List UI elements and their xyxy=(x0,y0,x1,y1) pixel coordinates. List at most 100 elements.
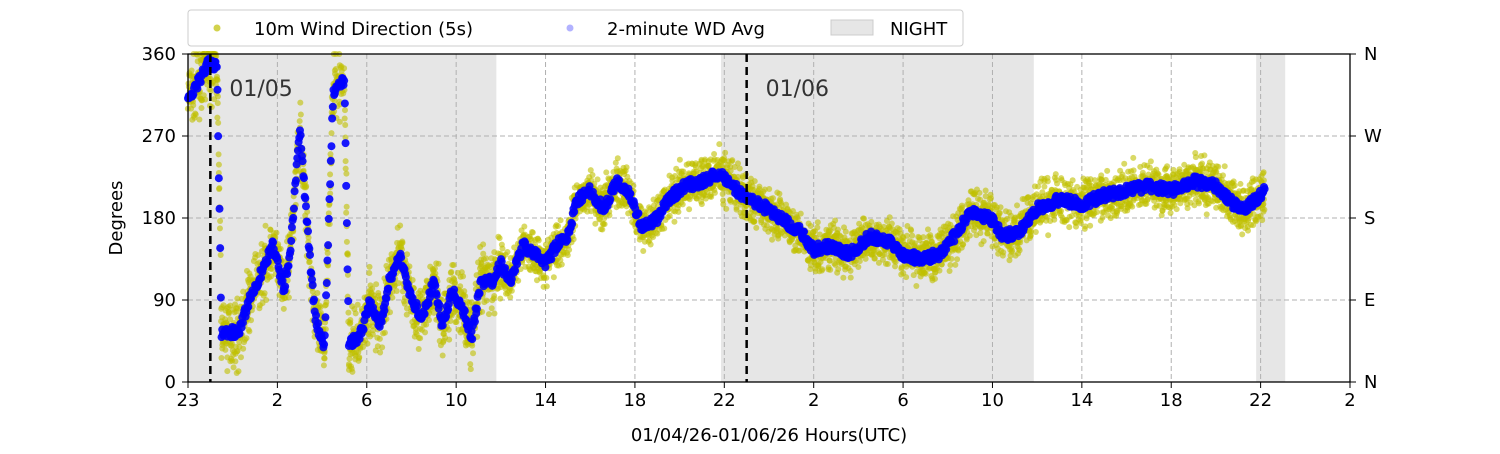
wind-direction-point xyxy=(770,195,776,201)
wind-direction-point xyxy=(1261,177,1267,183)
wind-direction-point xyxy=(1121,161,1127,167)
wind-direction-point xyxy=(887,214,893,220)
wind-direction-point xyxy=(558,217,564,223)
wind-direction-point xyxy=(214,115,220,121)
wind-direction-point xyxy=(273,230,279,236)
wind-direction-point xyxy=(551,274,557,280)
wind-direction-point xyxy=(461,288,467,294)
wind-direction-point xyxy=(599,227,605,233)
wind-direction-point xyxy=(342,115,348,121)
wind-direction-point xyxy=(515,278,521,284)
wind-direction-point xyxy=(198,105,204,111)
wind-direction-point xyxy=(983,188,989,194)
wind-direction-point xyxy=(1045,232,1051,238)
wind-direction-point xyxy=(321,362,327,368)
wind-direction-point xyxy=(1045,178,1051,184)
wind-direction-point xyxy=(543,275,549,281)
wind-direction-point xyxy=(814,224,820,230)
wind-direction-point xyxy=(952,262,958,268)
wind-direction-point xyxy=(460,273,466,279)
wind-direction-point xyxy=(1237,181,1243,187)
wind-direction-point xyxy=(218,252,224,258)
wind-direction-point xyxy=(536,237,542,243)
wind-direction-point xyxy=(712,190,718,196)
wind-direction-point xyxy=(298,112,304,118)
wind-direction-point xyxy=(716,141,722,147)
wind-direction-point xyxy=(835,227,841,233)
wind-direction-point xyxy=(1193,154,1199,160)
wind-direction-point xyxy=(468,366,474,372)
wind-direction-point xyxy=(343,210,349,216)
wind-direction-point xyxy=(263,223,269,229)
wind-direction-point xyxy=(967,233,973,239)
wind-direction-point xyxy=(798,211,804,217)
wind-direction-point xyxy=(342,107,348,113)
wind-direction-point xyxy=(923,271,929,277)
wind-direction-point xyxy=(603,169,609,175)
wind-direction-point xyxy=(1177,166,1183,172)
wind-direction-point xyxy=(367,264,373,270)
wind-direction-point xyxy=(530,229,536,235)
wind-direction-point xyxy=(1053,171,1059,177)
wind-direction-point xyxy=(723,206,729,212)
wind-direction-point xyxy=(1201,152,1207,158)
wind-direction-point xyxy=(903,274,909,280)
wind-direction-point xyxy=(840,275,846,281)
wind-direction-point xyxy=(394,288,400,294)
wind-direction-point xyxy=(752,178,758,184)
wind-direction-point xyxy=(345,310,351,316)
wind-direction-point xyxy=(737,165,743,171)
wind-direction-point xyxy=(307,259,313,265)
wind-direction-point xyxy=(323,299,329,305)
wind-direction-point xyxy=(364,341,370,347)
wind-direction-point xyxy=(216,185,222,191)
wind-direction-point xyxy=(948,256,954,262)
wind-direction-point xyxy=(1041,184,1047,190)
wd-avg-point xyxy=(215,174,223,182)
wind-direction-point xyxy=(976,190,982,196)
wd-avg-point xyxy=(288,223,296,231)
wind-direction-point xyxy=(756,184,762,190)
wind-direction-point xyxy=(1164,163,1170,169)
wind-direction-point xyxy=(202,96,208,102)
wind-direction-point xyxy=(189,68,195,74)
wind-direction-point xyxy=(281,306,287,312)
wind-direction-point xyxy=(263,297,269,303)
wind-direction-point xyxy=(484,298,490,304)
wind-direction-point xyxy=(1129,204,1135,210)
wind-direction-point xyxy=(452,280,458,286)
wind-direction-point xyxy=(997,210,1003,216)
wind-direction-point xyxy=(1131,167,1137,173)
wind-direction-point xyxy=(981,238,987,244)
wind-direction-point xyxy=(913,283,919,289)
wind-direction-point xyxy=(486,311,492,317)
wind-direction-point xyxy=(988,195,994,201)
wind-direction-point xyxy=(343,171,349,177)
wd-avg-point xyxy=(269,238,277,246)
wind-direction-point xyxy=(936,268,942,274)
wind-direction-point xyxy=(624,164,630,170)
wind-direction-point xyxy=(377,349,383,355)
wd-avg-point xyxy=(287,247,295,255)
wind-direction-point xyxy=(356,354,362,360)
wind-direction-point xyxy=(457,283,463,289)
wind-direction-point xyxy=(489,305,495,311)
wind-direction-point xyxy=(246,328,252,334)
wind-direction-point xyxy=(297,118,303,124)
wind-direction-point xyxy=(885,261,891,267)
wind-direction-point xyxy=(341,65,347,71)
wd-avg-point xyxy=(213,63,221,71)
wind-direction-point xyxy=(218,355,224,361)
wind-direction-point xyxy=(1261,169,1267,175)
wd-avg-point xyxy=(285,262,293,270)
wind-direction-point xyxy=(1245,228,1251,234)
wind-direction-point xyxy=(422,329,428,335)
wind-direction-point xyxy=(347,317,353,323)
wind-direction-point xyxy=(648,241,654,247)
wind-direction-point xyxy=(602,221,608,227)
wind-direction-point xyxy=(671,219,677,225)
wind-direction-point xyxy=(947,268,953,274)
wind-direction-point xyxy=(240,346,246,352)
wind-direction-point xyxy=(720,191,726,197)
